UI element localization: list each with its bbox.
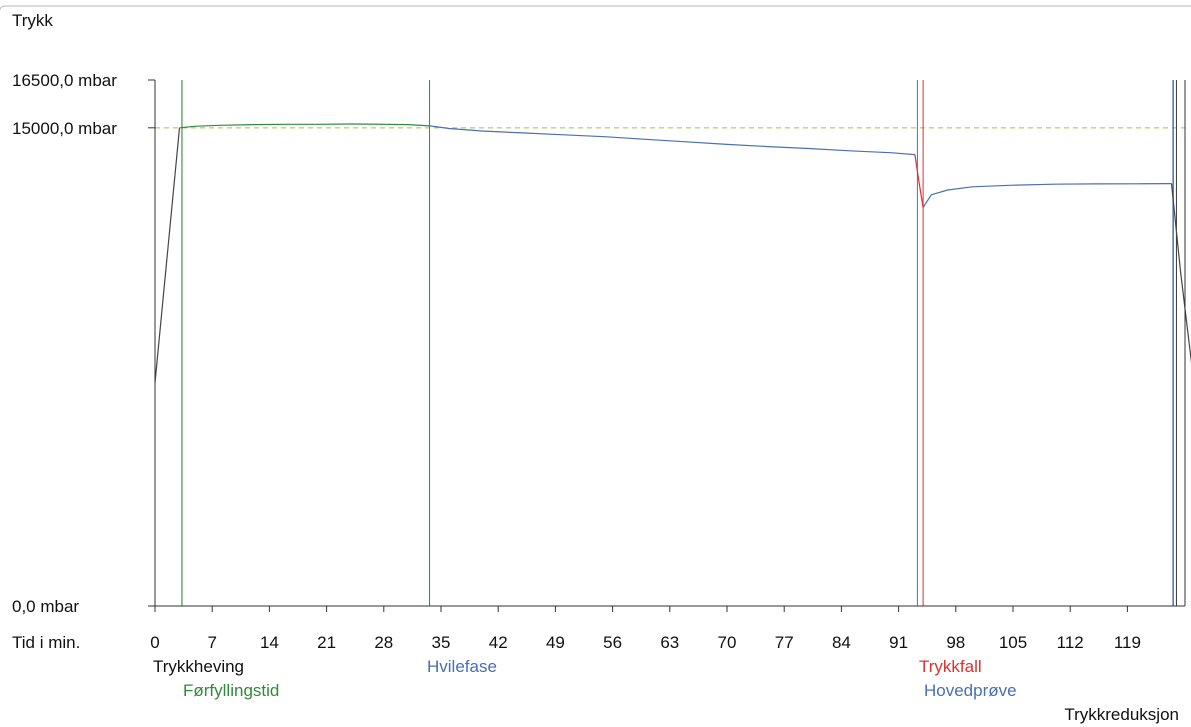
series-line-1	[179, 123, 430, 129]
y-tick-label: 0,0 mbar	[12, 597, 79, 616]
y-tick-label: 16500,0 mbar	[12, 71, 117, 90]
x-tick-label: 28	[374, 633, 393, 652]
y-axis-ticks: 16500,0 mbar 15000,0 mbar 0,0 mbar	[12, 71, 155, 616]
x-tick-label: 0	[150, 633, 159, 652]
phase-label: Førfyllingstid	[183, 681, 279, 700]
phase-label: Hvilefase	[427, 657, 497, 676]
x-tick-label: 35	[432, 633, 451, 652]
panel-border	[0, 5, 1191, 11]
x-tick-label: 14	[260, 633, 279, 652]
series-line-2	[429, 125, 915, 156]
pressure-series	[154, 123, 1191, 383]
x-tick-label: 7	[207, 633, 216, 652]
x-tick-label: 77	[775, 633, 794, 652]
x-tick-label: 21	[317, 633, 336, 652]
phase-lines	[181, 80, 1177, 606]
x-tick-label: 70	[718, 633, 737, 652]
x-tick-label: 91	[889, 633, 908, 652]
chart-title: Trykk	[12, 11, 53, 30]
x-tick-label: 42	[489, 633, 508, 652]
x-tick-label: 105	[999, 633, 1027, 652]
x-tick-label: 112	[1057, 633, 1084, 652]
phase-label: Hovedprøve	[924, 681, 1017, 700]
x-tick-label: 84	[832, 633, 851, 652]
x-tick-label: 49	[546, 633, 565, 652]
axes	[154, 80, 1186, 607]
phase-label: Trykkheving	[153, 657, 244, 676]
x-tick-label: 98	[946, 633, 965, 652]
x-axis-ticks: 0 7 14 21 28 35 42 49 56 63 70 77 84 91 98 105 112 119	[150, 606, 1141, 652]
phase-label: Trykkfall	[919, 657, 982, 676]
phase-labels: Trykkheving Førfyllingstid Hvilefase Trykkf…	[153, 657, 1179, 724]
series-line-4	[922, 183, 1172, 208]
y-tick-label: 15000,0 mbar	[12, 119, 117, 138]
x-axis-label: Tid i min.	[12, 633, 80, 652]
x-tick-label: 56	[603, 633, 622, 652]
series-line-3	[914, 154, 924, 208]
x-tick-label: 63	[660, 633, 679, 652]
phase-label: Trykkreduksjon	[1064, 705, 1179, 724]
series-line-0	[154, 127, 181, 383]
series-line-5	[1170, 183, 1191, 364]
x-tick-label: 119	[1114, 633, 1141, 652]
